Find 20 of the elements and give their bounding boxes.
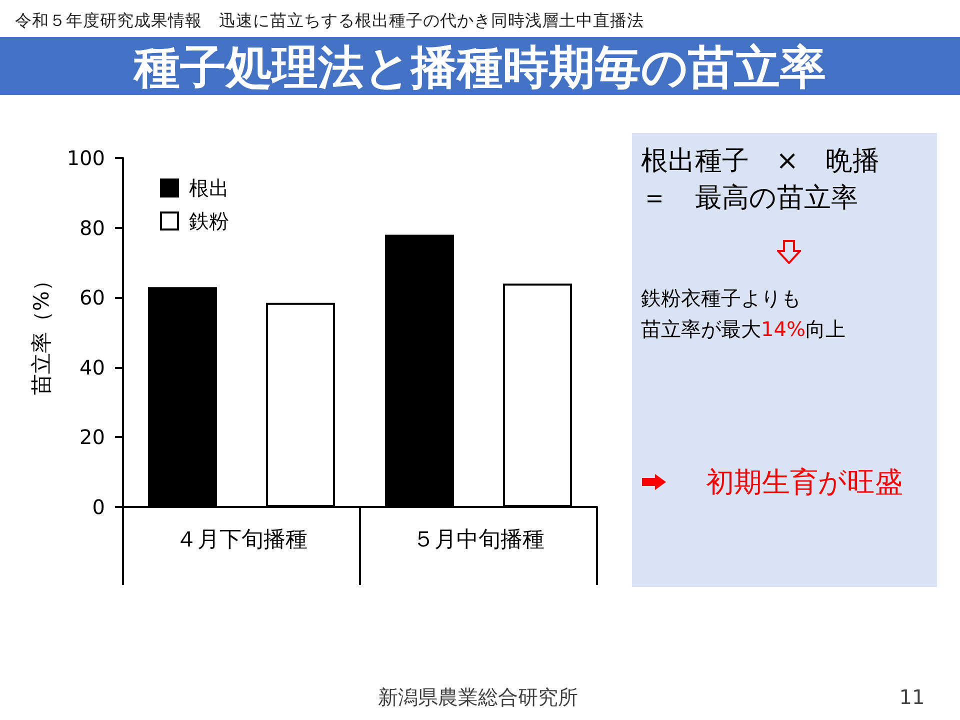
text: ＝ 最高の苗立率 bbox=[641, 182, 858, 214]
text: 新潟県農業総合研究所 bbox=[378, 685, 578, 709]
chart-subtitle: 令和５年度研究成果情報 迅速に苗立ちする根出種子の代かき同時浅層土中直播法 bbox=[15, 11, 644, 30]
text: 11 bbox=[899, 685, 925, 709]
y-tick-label: 40 bbox=[80, 355, 105, 380]
x-tick-label: ４月下旬播種 bbox=[176, 528, 308, 552]
text: 初期生育が旺盛 bbox=[706, 466, 903, 498]
text: 根出種子 × 晩播 bbox=[641, 146, 880, 176]
y-axis-title: 苗立率（%） bbox=[30, 270, 54, 395]
text: 鉄粉衣種子よりも bbox=[641, 286, 801, 310]
y-tick-label: 20 bbox=[80, 425, 105, 450]
chart-title: 種子処理法と播種時期毎の苗立率 bbox=[132, 40, 826, 94]
text: 苗立率が最大14%向上 bbox=[641, 317, 846, 341]
y-tick-label: 0 bbox=[92, 495, 105, 519]
y-tick-label: 60 bbox=[80, 286, 105, 310]
y-tick-label: 100 bbox=[66, 146, 105, 170]
legend-label: 鉄粉 bbox=[189, 209, 229, 233]
y-tick-label: 80 bbox=[80, 216, 105, 240]
legend-label: 根出 bbox=[189, 176, 229, 200]
x-tick-label: ５月中旬播種 bbox=[412, 528, 544, 552]
